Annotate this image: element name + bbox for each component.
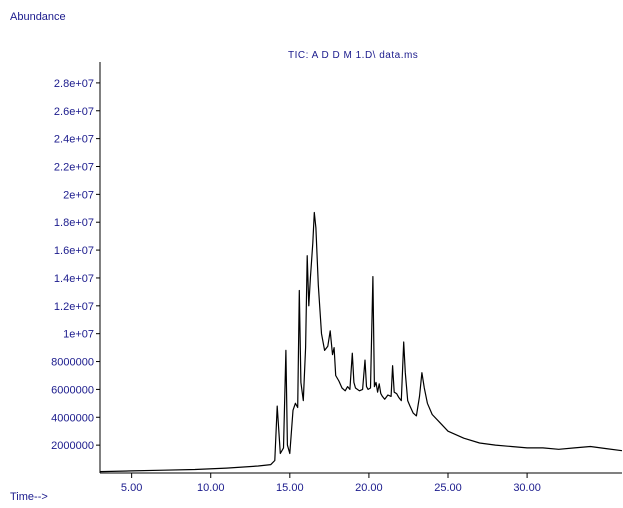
y-tick-label: 1.6e+07 xyxy=(54,245,94,257)
y-tick-label: 2.4e+07 xyxy=(54,134,94,146)
y-tick-label: 2.6e+07 xyxy=(54,106,94,118)
y-tick-label: 1.4e+07 xyxy=(54,273,94,285)
y-axis-ticks: 2000000 4000000 6000000 8000000 1e+07 1.2e+07… xyxy=(51,78,100,452)
x-tick-label: 25.00 xyxy=(434,482,462,494)
y-tick-label: 1e+07 xyxy=(63,329,94,341)
y-tick-label: 1.2e+07 xyxy=(54,301,94,313)
y-tick-label: 1.8e+07 xyxy=(54,217,94,229)
y-tick-label: 6000000 xyxy=(51,384,94,396)
tic-series-line xyxy=(99,211,623,473)
y-tick-label: 8000000 xyxy=(51,357,94,369)
x-tick-label: 30.00 xyxy=(513,482,541,494)
chart-title: TIC: A D D M 1.D\ data.ms xyxy=(288,50,418,61)
y-tick-label: 2e+07 xyxy=(63,189,94,201)
x-axis-ticks: 5.00 10.00 15.00 20.00 25.00 30.00 xyxy=(121,473,541,494)
y-tick-label: 2000000 xyxy=(51,440,94,452)
y-tick-label: 4000000 xyxy=(51,412,94,424)
x-tick-label: 20.00 xyxy=(355,482,383,494)
x-axis-label: Time--> xyxy=(10,491,48,503)
y-axis-label: Abundance xyxy=(10,11,66,23)
y-tick-label: 2.2e+07 xyxy=(54,161,94,173)
x-tick-label: 15.00 xyxy=(276,482,304,494)
x-tick-label: 5.00 xyxy=(121,482,142,494)
x-tick-label: 10.00 xyxy=(197,482,225,494)
y-tick-label: 2.8e+07 xyxy=(54,78,94,90)
